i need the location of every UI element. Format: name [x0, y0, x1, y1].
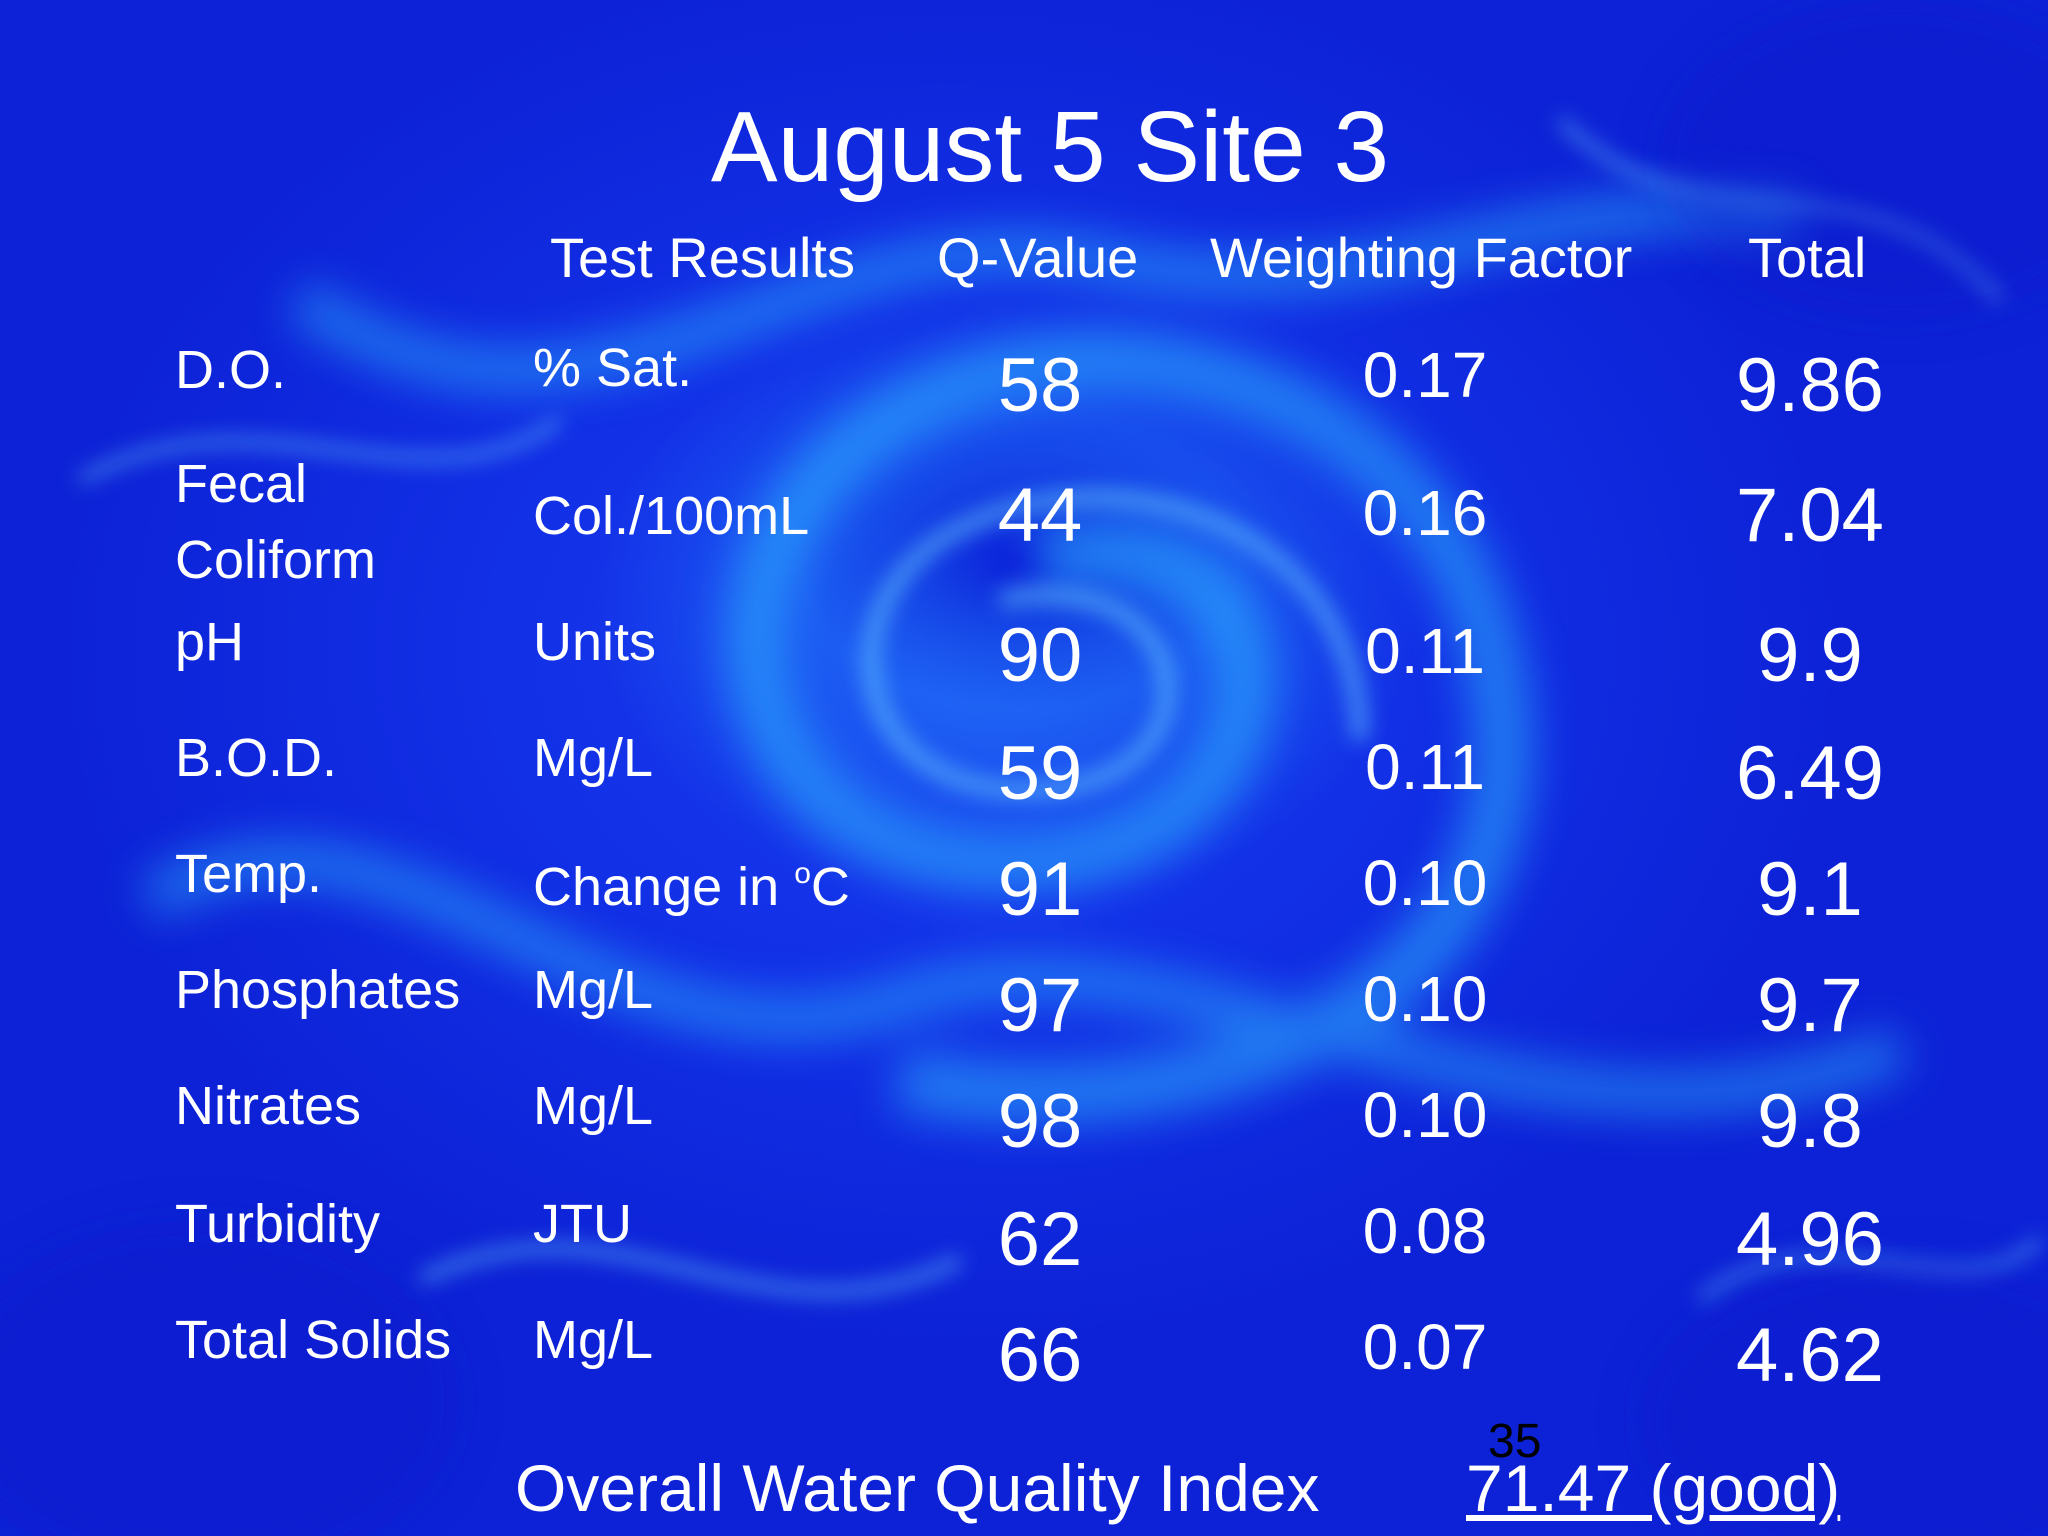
- row-q-value: 58: [997, 343, 1083, 428]
- row-unit: Mg/L: [533, 728, 654, 788]
- row-total: 9.86: [1736, 343, 1884, 428]
- unit-prefix: Change in: [533, 857, 795, 917]
- unit-suffix: C: [810, 857, 850, 917]
- column-header-test-results: Test Results: [550, 226, 855, 289]
- row-parameter: Turbidity: [175, 1194, 381, 1254]
- row-total: 7.04: [1736, 473, 1884, 558]
- row-weighting-factor: 0.08: [1362, 1195, 1488, 1267]
- row-q-value: 59: [997, 731, 1083, 816]
- row-total: 6.49: [1736, 731, 1884, 816]
- row-unit: JTU: [533, 1194, 632, 1254]
- degree-superscript: o: [794, 857, 811, 890]
- column-header-q-value: Q-Value: [937, 226, 1139, 289]
- row-total: 9.9: [1757, 613, 1863, 698]
- row-weighting-factor: 0.17: [1362, 339, 1488, 411]
- row-weighting-factor: 0.16: [1362, 477, 1488, 549]
- row-q-value: 98: [997, 1079, 1083, 1164]
- row-parameter-line1: Fecal: [175, 454, 308, 514]
- row-unit: % Sat.: [533, 338, 693, 398]
- slide-number: 35: [1488, 1415, 1542, 1468]
- row-weighting-factor: 0.10: [1362, 1079, 1488, 1151]
- row-unit: Mg/L: [533, 960, 654, 1020]
- row-parameter-line2: Coliform: [175, 530, 377, 590]
- row-parameter: B.O.D.: [175, 728, 338, 788]
- row-total: 4.96: [1736, 1197, 1884, 1282]
- row-parameter: Nitrates: [175, 1076, 362, 1136]
- row-total: 9.8: [1757, 1079, 1863, 1164]
- slide-title: August 5 Site 3: [710, 91, 1390, 203]
- row-q-value: 62: [997, 1197, 1083, 1282]
- row-q-value: 97: [997, 963, 1083, 1048]
- row-parameter: pH: [175, 612, 245, 672]
- water-quality-index-value: 71.47 (good): [1466, 1451, 1841, 1525]
- row-total: 4.62: [1736, 1313, 1884, 1398]
- row-parameter: D.O.: [175, 340, 287, 400]
- row-total: 9.1: [1757, 847, 1863, 932]
- row-total: 9.7: [1757, 963, 1863, 1048]
- row-q-value: 91: [997, 847, 1083, 932]
- column-header-total: Total: [1748, 226, 1867, 289]
- row-unit: Col./100mL: [533, 486, 810, 546]
- water-quality-index-label: Overall Water Quality Index: [515, 1451, 1320, 1525]
- row-weighting-factor: 0.07: [1362, 1311, 1488, 1383]
- column-header-weighting-factor: Weighting Factor: [1210, 226, 1633, 289]
- row-q-value: 44: [997, 473, 1083, 558]
- row-unit: Change in oC: [533, 836, 850, 925]
- row-unit: Mg/L: [533, 1310, 654, 1370]
- row-parameter: Temp.: [175, 844, 323, 904]
- row-parameter: Total Solids: [175, 1310, 452, 1370]
- row-unit: Mg/L: [533, 1076, 654, 1136]
- row-weighting-factor: 0.11: [1365, 731, 1485, 803]
- row-weighting-factor: 0.11: [1365, 615, 1485, 687]
- row-q-value: 66: [997, 1313, 1083, 1398]
- row-weighting-factor: 0.10: [1362, 847, 1488, 919]
- row-unit: Units: [533, 612, 657, 672]
- row-q-value: 90: [997, 613, 1083, 698]
- row-weighting-factor: 0.10: [1362, 963, 1488, 1035]
- row-parameter: Phosphates: [175, 960, 461, 1020]
